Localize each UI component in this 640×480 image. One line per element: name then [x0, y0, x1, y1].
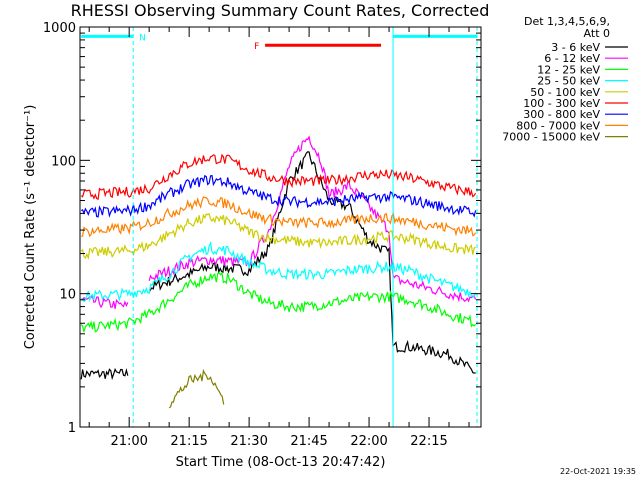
- series-line: [80, 295, 129, 309]
- series-line: [80, 196, 477, 238]
- legend-label: 50 - 100 keV: [530, 86, 600, 99]
- annotation-bars: NF: [81, 27, 478, 427]
- legend-label: 3 - 6 keV: [551, 41, 600, 54]
- y-tick-label: 1: [68, 421, 76, 436]
- legend-label: 800 - 7000 keV: [516, 119, 600, 132]
- series-line: [80, 212, 476, 260]
- series-line: [168, 368, 225, 409]
- series-line: [80, 241, 477, 303]
- timestamp: 22-Oct-2021 19:35: [560, 467, 636, 476]
- series-line: [80, 367, 129, 381]
- series-line: [80, 174, 477, 218]
- plot-frame: [79, 26, 482, 428]
- chart-title: RHESSI Observing Summary Count Rates, Co…: [71, 1, 490, 20]
- series-line: [148, 135, 477, 303]
- flag-label: N: [139, 33, 146, 43]
- legend-title: Att 0: [584, 27, 610, 40]
- x-tick-label: 21:30: [230, 434, 267, 449]
- legend-label: 12 - 25 keV: [537, 63, 600, 76]
- x-tick-label: 21:00: [110, 434, 147, 449]
- x-tick-label: 22:00: [350, 434, 387, 449]
- legend-label: 6 - 12 keV: [544, 52, 600, 65]
- x-tick-label: 22:15: [410, 434, 447, 449]
- legend-label: 300 - 800 keV: [523, 108, 600, 121]
- legend-label: 25 - 50 keV: [537, 75, 600, 88]
- y-tick-label: 100: [51, 154, 76, 169]
- series-line: [80, 271, 477, 333]
- axes: 1 10 100 1000 21:00 21:15 21:30 21:45 22:00 22:15: [43, 21, 481, 449]
- y-tick-label: 1000: [43, 21, 76, 36]
- series-line: [148, 151, 476, 374]
- legend-title: Det 1,3,4,5,6,9,: [524, 15, 610, 28]
- flag-label: F: [254, 42, 259, 52]
- x-axis-label: Start Time (08-Oct-13 20:47:42): [176, 455, 386, 470]
- series-lines: [80, 135, 477, 409]
- series-line: [80, 153, 477, 200]
- x-tick-label: 21:45: [290, 434, 327, 449]
- y-axis-label: Corrected Count Rate (s⁻¹ detector⁻¹): [23, 105, 38, 350]
- legend-label: 100 - 300 keV: [523, 97, 600, 110]
- y-tick-label: 10: [59, 288, 76, 303]
- x-tick-label: 21:15: [170, 434, 207, 449]
- legend-label: 7000 - 15000 keV: [502, 131, 600, 144]
